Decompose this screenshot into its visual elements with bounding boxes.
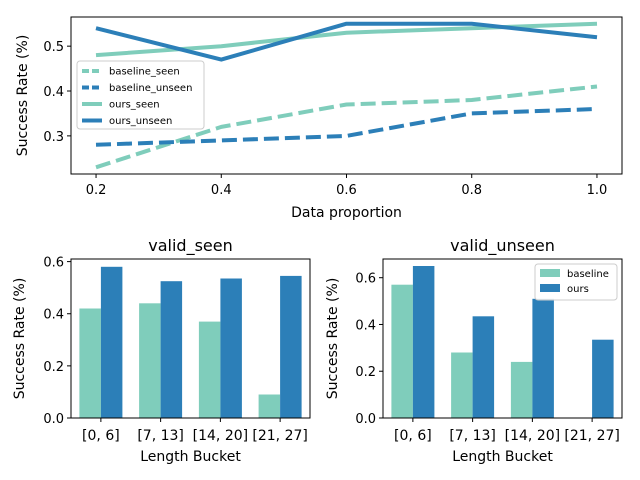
valid-unseen-bar-ours	[472, 316, 495, 418]
valid-unseen-frame	[382, 258, 623, 419]
valid-seen-bar-baseline	[198, 321, 221, 418]
line-chart-xtick-label: 0.8	[461, 183, 482, 198]
line-chart-xtick-label: 1.0	[587, 183, 608, 198]
valid-seen-title: valid_seen	[148, 236, 232, 256]
valid-unseen-ylabel: Success Rate (%)	[325, 278, 341, 400]
valid-seen-bar-baseline	[79, 308, 101, 418]
valid-seen-ytick-label: 0.0	[43, 412, 64, 427]
line-chart-ytick-label: 0.5	[43, 40, 64, 55]
line-chart-ylabel: Success Rate (%)	[15, 35, 31, 157]
valid-seen-bar-ours	[280, 275, 302, 418]
valid-unseen-bar-baseline	[451, 352, 473, 418]
line-series-baseline_seen	[95, 84, 598, 170]
legend-label-baseline_seen: baseline_seen	[109, 67, 180, 78]
valid-seen-bar-baseline	[139, 303, 161, 418]
valid-seen-ytick-label: 0.6	[43, 256, 64, 271]
legend-label-baseline_unseen: baseline_unseen	[109, 83, 192, 94]
valid-seen-ytick-label: 0.2	[43, 360, 64, 375]
line-series-ours_unseen	[95, 21, 598, 62]
valid-unseen-xtick-label: [14, 20]	[505, 428, 560, 444]
valid-seen-bar-baseline	[258, 394, 281, 418]
line-chart-ytick-label: 0.4	[43, 85, 64, 100]
legend-swatch-ours	[540, 284, 560, 292]
valid-seen-xtick-label: [14, 20]	[193, 428, 248, 444]
legend-label-ours_seen: ours_seen	[109, 100, 160, 111]
legend-label-ours: ours	[567, 284, 589, 295]
legend-swatch-baseline	[540, 269, 560, 277]
valid-unseen-ytick-label: 0.4	[355, 318, 376, 333]
valid-seen-ylabel: Success Rate (%)	[12, 278, 28, 400]
valid-unseen-xlabel: Length Bucket	[452, 449, 553, 465]
valid-seen-bar-ours	[220, 278, 242, 418]
valid-unseen-xtick-label: [21, 27]	[564, 428, 619, 444]
valid-unseen-xtick-label: [7, 13]	[449, 428, 496, 444]
line-chart-xtick-label: 0.2	[86, 183, 107, 198]
valid-seen-bar-ours	[100, 266, 123, 418]
valid-seen-xtick-label: [0, 6]	[82, 428, 120, 444]
valid-seen-ytick-label: 0.4	[43, 308, 64, 323]
valid-unseen-ytick-label: 0.2	[355, 365, 376, 380]
valid-unseen-bar-ours	[532, 298, 554, 419]
valid-unseen-ytick-label: 0.6	[355, 272, 376, 287]
line-chart-xtick-label: 0.6	[336, 183, 357, 198]
legend-label-baseline: baseline	[567, 269, 609, 280]
line-chart-xlabel: Data proportion	[291, 205, 402, 221]
valid-unseen-xtick-label: [0, 6]	[394, 428, 432, 444]
valid-seen-xtick-label: [7, 13]	[137, 428, 184, 444]
valid-seen-xlabel: Length Bucket	[140, 449, 241, 465]
valid-unseen-bar-baseline	[510, 361, 533, 418]
valid-unseen-title: valid_unseen	[450, 236, 555, 256]
valid-unseen-ytick-label: 0.0	[355, 412, 376, 427]
valid-seen-frame	[70, 258, 311, 419]
legend-label-ours_unseen: ours_unseen	[109, 116, 172, 127]
line-chart-legend	[76, 60, 205, 130]
line-chart-ytick-label: 0.3	[43, 130, 64, 145]
valid-unseen-bar-ours	[592, 339, 614, 418]
valid-seen-xtick-label: [21, 27]	[252, 428, 307, 444]
valid-unseen-bar-ours	[412, 266, 435, 418]
valid-unseen-bar-baseline	[391, 284, 413, 418]
valid-seen-bar-ours	[160, 281, 183, 418]
line-chart-xtick-label: 0.4	[211, 183, 232, 198]
